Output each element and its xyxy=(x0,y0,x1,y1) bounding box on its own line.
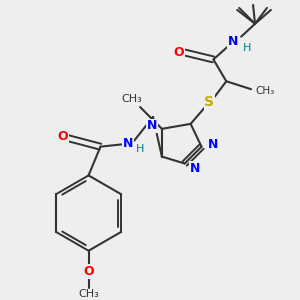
Text: CH₃: CH₃ xyxy=(255,86,274,96)
Text: N: N xyxy=(228,35,238,48)
Text: N: N xyxy=(123,137,134,150)
Text: N: N xyxy=(147,119,157,132)
Text: N: N xyxy=(189,162,200,175)
Text: H: H xyxy=(136,144,144,154)
Text: S: S xyxy=(205,95,214,109)
Text: O: O xyxy=(58,130,68,143)
Text: H: H xyxy=(243,43,251,52)
Text: O: O xyxy=(83,265,94,278)
Text: O: O xyxy=(173,46,184,59)
Text: CH₃: CH₃ xyxy=(122,94,142,104)
Text: CH₃: CH₃ xyxy=(78,289,99,299)
Text: N: N xyxy=(208,138,219,151)
